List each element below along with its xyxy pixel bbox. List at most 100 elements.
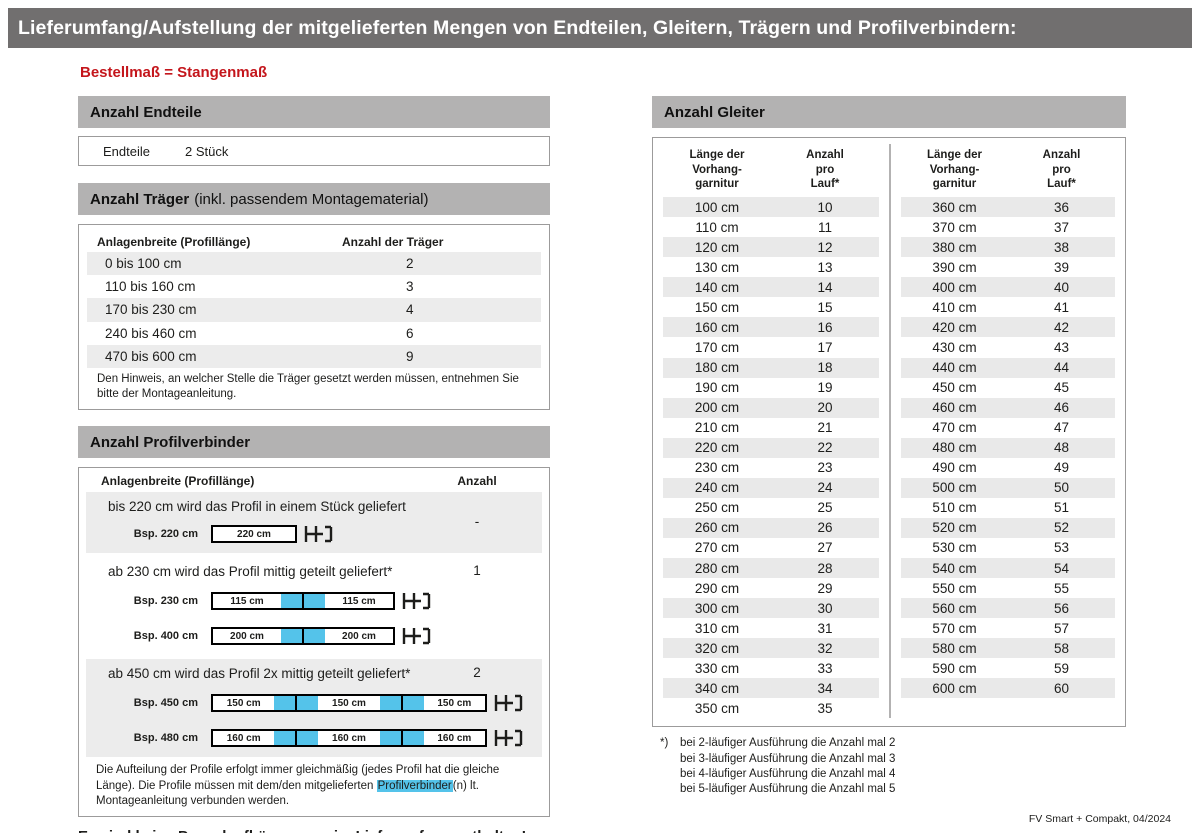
footnote-text: bei 5-läufiger Ausführung die Anzahl mal… — [680, 783, 896, 796]
section-title: Anzahl Profilverbinder — [90, 433, 251, 451]
length-cell: 590 cm — [932, 660, 977, 676]
count-cell: 21 — [817, 420, 833, 436]
table-row: 360 cm 36 — [901, 197, 1115, 218]
section-header-endteile: Anzahl Endteile — [78, 96, 550, 128]
table-row: 530 cm 53 — [901, 538, 1115, 558]
col-laenge: Länge der Vorhang- garnitur — [927, 149, 982, 191]
length-cell: 380 cm — [932, 239, 977, 255]
segment-label: 160 cm — [437, 732, 472, 744]
section-header-traeger: Anzahl Träger (inkl. passendem Montagema… — [78, 183, 550, 215]
profile-rule-split-once: ab 230 cm wird das Profil mittig geteilt… — [86, 557, 542, 655]
table-row: 140 cm 14 — [663, 277, 879, 298]
length-cell: 570 cm — [932, 620, 977, 636]
length-cell: 580 cm — [932, 640, 977, 656]
length-cell: 480 cm — [932, 440, 977, 456]
table-row: 0 bis 100 cm 2 — [87, 252, 541, 276]
footnote-marker — [660, 782, 680, 797]
footnote-line: bei 4-läufiger Ausführung die Anzahl mal… — [660, 767, 1126, 782]
profile-connector — [379, 694, 424, 713]
length-cell: 520 cm — [932, 520, 977, 536]
section-header-profilverbinder: Anzahl Profilverbinder — [78, 426, 550, 459]
col-anlagenbreite: Anlagenbreite (Profillänge) — [97, 235, 251, 249]
no-panel-hangers-note: Es sind keine Paneelaufhängungen im Lief… — [78, 828, 550, 833]
length-cell: 460 cm — [932, 400, 977, 416]
col-laenge: Länge der Vorhang- garnitur — [689, 149, 745, 191]
gleiter-rows-right: 360 cm 36 370 cm 37 380 cm 38 — [901, 197, 1115, 699]
count-cell: 15 — [817, 299, 833, 315]
length-cell: 140 cm — [694, 279, 740, 295]
count-cell: 22 — [817, 440, 833, 456]
count-cell: 56 — [1053, 600, 1070, 616]
length-cell: 400 cm — [932, 279, 977, 295]
count-cell: 17 — [817, 340, 833, 355]
connector-count: 2 — [473, 665, 481, 681]
count-cell: 54 — [1053, 560, 1070, 576]
rule-text: ab 450 cm wird das Profil 2x mittig gete… — [108, 666, 411, 682]
count-cell: 16 — [817, 319, 833, 335]
table-row: 510 cm 51 — [901, 498, 1115, 518]
length-cell: 330 cm — [694, 660, 740, 676]
length-cell: 510 cm — [932, 500, 977, 516]
profilverbinder-note: Die Aufteilung der Profile erfolgt immer… — [86, 761, 542, 810]
rule-text: bis 220 cm wird das Profil in einem Stüc… — [108, 499, 406, 515]
length-cell: 250 cm — [694, 500, 740, 516]
col-anzahl: Anzahl — [457, 474, 497, 489]
page-title: Lieferumfang/Aufstellung der mitgeliefer… — [18, 16, 1017, 39]
count-cell: 27 — [817, 540, 833, 556]
table-row: 200 cm 20 — [663, 397, 879, 418]
segment-label: 150 cm — [226, 697, 261, 709]
profile-end-icon — [304, 526, 333, 543]
table-row: 580 cm 58 — [901, 638, 1115, 659]
footnote-line: bei 3-läufiger Ausführung die Anzahl mal… — [660, 752, 1126, 767]
table-row: 380 cm 38 — [901, 237, 1115, 258]
count-cell: 43 — [1053, 340, 1070, 355]
profile-bar: 115 cm 115 cm — [211, 592, 395, 611]
count-cell: 28 — [817, 560, 833, 576]
traeger-table-header: Anlagenbreite (Profillänge) Anzahl der T… — [87, 232, 541, 252]
table-row: 100 cm 10 — [663, 197, 879, 218]
endteile-label: Endteile — [103, 143, 150, 159]
count-cell: 30 — [817, 600, 833, 616]
table-row: 160 cm 16 — [663, 317, 879, 338]
example-220: Bsp. 220 cm 220 cm — [86, 523, 542, 545]
table-row: 240 bis 460 cm 6 — [87, 322, 541, 345]
profilverbinder-table: Anlagenbreite (Profillänge) Anzahl bis 2… — [78, 467, 550, 817]
table-row: 470 cm 47 — [901, 418, 1115, 438]
count-cell: 29 — [817, 580, 833, 596]
profile-rule-one-piece: bis 220 cm wird das Profil in einem Stüc… — [86, 492, 542, 554]
range-cell: 110 bis 160 cm — [105, 279, 196, 295]
table-row: 390 cm 39 — [901, 257, 1115, 277]
table-row: 400 cm 40 — [901, 277, 1115, 298]
endteile-value: 2 Stück — [185, 143, 229, 159]
table-row: 230 cm 23 — [663, 458, 879, 478]
connector-count: 1 — [473, 563, 481, 579]
gleiter-header: Länge der Vorhang- garnitur Anzahl pro L… — [901, 148, 1115, 192]
length-cell: 170 cm — [694, 340, 740, 355]
table-row: 550 cm 55 — [901, 578, 1115, 598]
length-cell: 410 cm — [932, 299, 977, 315]
table-row: 370 cm 37 — [901, 217, 1115, 237]
count-cell: 23 — [817, 460, 833, 476]
count-cell: 24 — [817, 480, 833, 496]
gleiter-header: Länge der Vorhang- garnitur Anzahl pro L… — [663, 148, 879, 192]
segment-label: 115 cm — [342, 595, 376, 607]
length-cell: 600 cm — [932, 680, 977, 696]
count-cell: 42 — [1053, 319, 1070, 335]
note-text: Die Aufteilung der Profile erfolgt immer… — [96, 764, 500, 792]
example-label: Bsp. 230 cm — [133, 595, 198, 608]
count-cell: 10 — [817, 199, 833, 215]
length-cell: 130 cm — [694, 259, 740, 275]
order-size-note: Bestellmaß = Stangenmaß — [80, 64, 268, 81]
left-column: Anzahl Endteile Endteile 2 Stück Anzahl … — [78, 96, 550, 833]
profile-connector — [281, 627, 325, 646]
count-cell: 26 — [817, 520, 833, 536]
table-row: 590 cm 59 — [901, 658, 1115, 678]
count-cell: 31 — [817, 620, 833, 636]
example-480: Bsp. 480 cm 160 cm 160 cm 160 cm — [86, 727, 542, 749]
table-row: 170 bis 230 cm 4 — [87, 298, 541, 322]
gleiter-table-left-half: Länge der Vorhang- garnitur Anzahl pro L… — [653, 144, 889, 718]
count-cell: 59 — [1053, 660, 1070, 676]
profile-bar: 200 cm 200 cm — [211, 627, 395, 646]
length-cell: 240 cm — [694, 480, 740, 496]
length-cell: 190 cm — [694, 380, 740, 396]
